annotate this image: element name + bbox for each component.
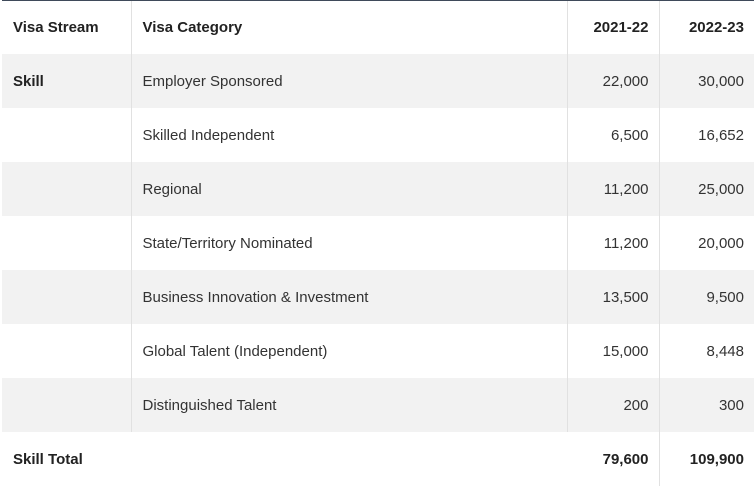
table-row: Skill Employer Sponsored 22,000 30,000 — [2, 54, 754, 108]
table-row: Business Innovation & Investment 13,500 … — [2, 270, 754, 324]
value-2021-22-cell: 11,200 — [567, 162, 660, 216]
total-label: Skill Total — [13, 450, 83, 468]
value-2022-23-cell: 30,000 — [659, 54, 754, 108]
table-row: Regional 11,200 25,000 — [2, 162, 754, 216]
value-2021-22-cell: 22,000 — [567, 54, 660, 108]
value-2021-22-cell: 6,500 — [567, 108, 660, 162]
table-row: Global Talent (Independent) 15,000 8,448 — [2, 324, 754, 378]
value-2022-23-cell: 9,500 — [659, 270, 754, 324]
visa-program-table: Visa Stream Visa Category 2021-22 2022-2… — [2, 1, 754, 486]
table-row: State/Territory Nominated 11,200 20,000 — [2, 216, 754, 270]
table-row: Distinguished Talent 200 300 — [2, 378, 754, 432]
visa-category-cell: Skilled Independent — [131, 108, 568, 162]
value-2021-22-cell: 15,000 — [567, 324, 660, 378]
visa-category-cell: Global Talent (Independent) — [131, 324, 568, 378]
header-visa-category: Visa Category — [131, 1, 568, 54]
visa-stream-cell — [2, 216, 132, 270]
header-2021-22: 2021-22 — [567, 1, 660, 54]
visa-stream-cell — [2, 270, 132, 324]
total-row: Skill Total 79,600 109,900 — [2, 432, 754, 486]
visa-stream-cell — [2, 324, 132, 378]
value-2022-23-cell: 8,448 — [706, 342, 744, 360]
table-row: Skilled Independent 6,500 16,652 — [2, 108, 754, 162]
visa-stream-cell — [2, 378, 132, 432]
header-visa-stream: Visa Stream — [2, 1, 132, 54]
visa-category-cell: Regional — [131, 162, 568, 216]
total-empty-cell — [131, 432, 567, 486]
visa-category-cell: State/Territory Nominated — [131, 216, 568, 270]
value-2021-22-cell: 11,200 — [567, 216, 660, 270]
visa-stream-cell — [2, 108, 132, 162]
visa-table-container: Visa Stream Visa Category 2021-22 2022-2… — [2, 0, 754, 486]
value-2022-23-cell: 300 — [659, 378, 754, 432]
table-body: Skill Employer Sponsored 22,000 30,000 S… — [2, 54, 754, 486]
visa-stream-cell — [2, 162, 132, 216]
value-2022-23-cell: 20,000 — [698, 234, 744, 252]
visa-category-cell: Employer Sponsored — [131, 54, 568, 108]
total-2022-23: 109,900 — [689, 450, 744, 468]
value-2021-22-cell: 200 — [567, 378, 660, 432]
value-2021-22-cell: 13,500 — [567, 270, 660, 324]
header-2022-23: 2022-23 — [688, 19, 744, 36]
total-2021-22: 79,600 — [567, 432, 660, 486]
header-row: Visa Stream Visa Category 2021-22 2022-2… — [2, 1, 754, 54]
table-header: Visa Stream Visa Category 2021-22 2022-2… — [2, 1, 754, 54]
visa-stream-cell: Skill — [2, 54, 132, 108]
value-2022-23-cell: 25,000 — [659, 162, 754, 216]
visa-category-cell: Distinguished Talent — [131, 378, 568, 432]
value-2022-23-cell: 16,652 — [698, 126, 744, 144]
visa-category-cell: Business Innovation & Investment — [131, 270, 568, 324]
